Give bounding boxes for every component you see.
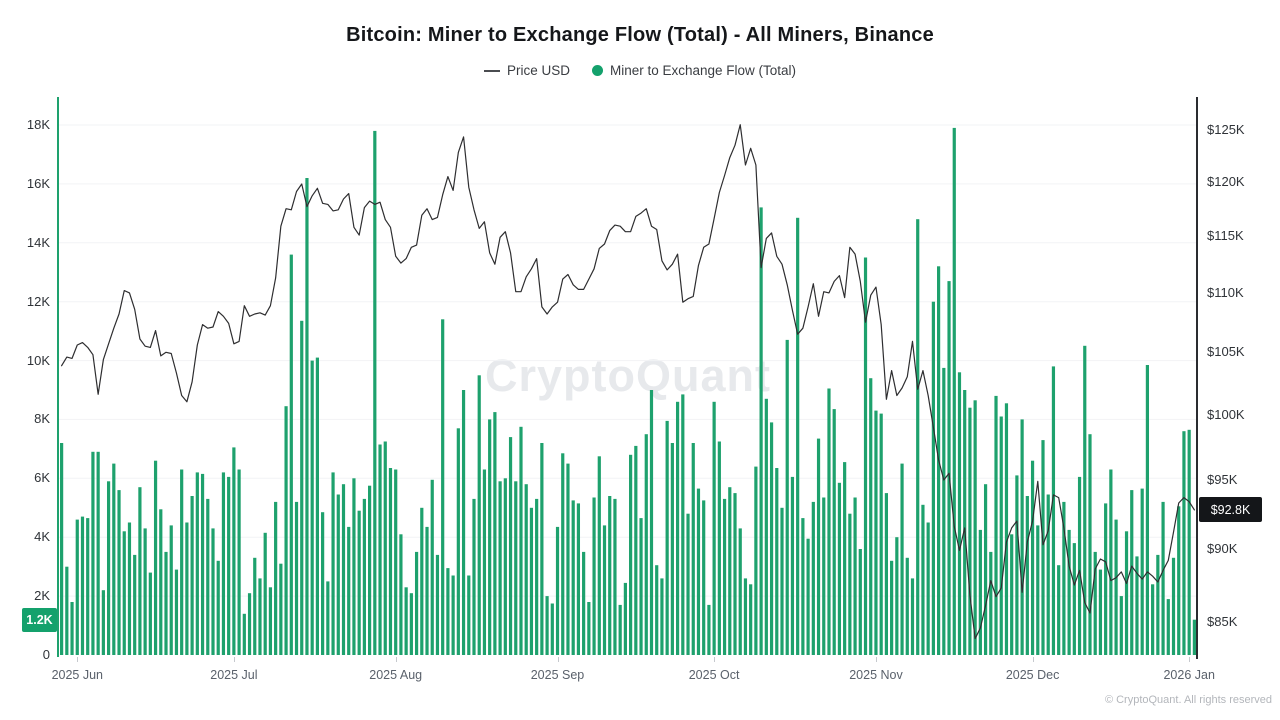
left-axis-tick-label: 18K — [26, 117, 50, 132]
x-axis-tick-mark — [714, 657, 716, 662]
plot-area[interactable] — [59, 97, 1197, 656]
x-axis-tick-label: 2025 Jul — [210, 668, 258, 682]
x-axis-tick-label: 2025 Dec — [1005, 668, 1060, 682]
legend-label-price: Price USD — [506, 63, 570, 78]
right-axis-tick-label: $85K — [1207, 613, 1238, 629]
right-axis-tick-label: $90K — [1207, 541, 1238, 556]
left-axis-tick-label: 0 — [42, 647, 50, 662]
left-axis-tick-label: 14K — [26, 234, 50, 250]
legend: Price USD Miner to Exchange Flow (Total) — [0, 63, 1280, 78]
right-axis-tick-label: $120K — [1207, 173, 1245, 189]
x-axis-tick-mark — [1032, 657, 1034, 662]
x-axis-tick-mark — [1189, 657, 1191, 662]
right-axis-tick-label: $110K — [1207, 284, 1244, 300]
right-axis-tick-label: $125K — [1207, 121, 1245, 137]
right-axis-tick-label: $105K — [1207, 344, 1245, 360]
left-axis-tick-label: 2K — [34, 588, 50, 604]
current-flow-badge: 1.2K — [22, 607, 57, 632]
legend-label-flow: Miner to Exchange Flow (Total) — [609, 63, 797, 78]
page-title: Bitcoin: Miner to Exchange Flow (Total) … — [346, 24, 934, 46]
cryptoquant-watermark: CryptoQuant — [485, 350, 771, 401]
copyright-note: © CryptoQuant. All rights reserved — [1104, 694, 1272, 706]
right-axis-tick-label: $100K — [1207, 406, 1245, 422]
dot-swatch-icon — [591, 65, 603, 76]
left-axis-tick-label: 6K — [34, 470, 50, 486]
left-axis-tick-label: 10K — [26, 352, 50, 368]
legend-item-price[interactable]: Price USD — [483, 63, 570, 78]
x-axis-tick-mark — [77, 657, 79, 662]
chart-canvas[interactable] — [59, 97, 1197, 656]
left-axis-line — [57, 97, 59, 657]
x-axis-tick-label: 2025 Aug — [369, 668, 423, 682]
left-axis-tick-label: 12K — [26, 293, 50, 309]
x-axis-tick-label: 2025 Oct — [688, 668, 740, 682]
right-axis-line — [1196, 97, 1198, 659]
right-axis-tick-label: $95K — [1207, 472, 1238, 487]
x-axis-tick-label: 2025 Nov — [849, 668, 903, 682]
x-axis-tick-label: 2025 Sep — [530, 668, 585, 682]
left-axis-tick-label: 8K — [34, 411, 50, 427]
line-swatch-icon — [483, 69, 500, 72]
current-price-badge: $92.8K — [1199, 497, 1262, 523]
x-axis-tick-label: 2026 Jan — [1163, 668, 1215, 682]
left-axis-tick-label: 16K — [26, 175, 50, 191]
left-axis-tick-label: 4K — [34, 529, 50, 545]
x-axis-tick-mark — [233, 657, 235, 662]
right-axis-tick-label: $115K — [1207, 228, 1244, 244]
x-axis-tick-mark — [876, 657, 877, 662]
x-axis-tick-label: 2025 Jun — [51, 668, 104, 682]
x-axis-tick-mark — [395, 657, 397, 662]
legend-item-flow[interactable]: Miner to Exchange Flow (Total) — [591, 63, 797, 78]
x-axis-tick-mark — [557, 657, 559, 662]
